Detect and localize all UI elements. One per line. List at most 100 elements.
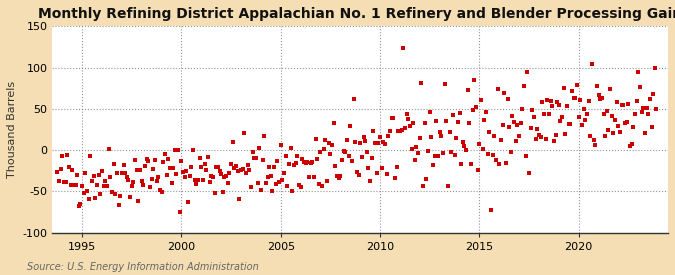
Point: [88, 174, 99, 178]
Point: [514, 133, 524, 138]
Point: [626, 142, 637, 147]
Point: [183, 200, 194, 204]
Point: [150, 158, 161, 162]
Point: [352, 169, 362, 174]
Point: [304, 175, 315, 179]
Point: [367, 156, 377, 160]
Point: [385, 129, 396, 133]
Point: [325, 152, 336, 156]
Point: [550, 132, 561, 137]
Point: [412, 150, 423, 155]
Point: [433, 154, 443, 158]
Point: [597, 96, 608, 101]
Point: [229, 166, 240, 170]
Point: [408, 120, 418, 125]
Point: [340, 150, 351, 154]
Point: [425, 110, 435, 114]
Point: [648, 92, 659, 96]
Point: [55, 167, 66, 172]
Point: [575, 98, 586, 103]
Point: [184, 174, 195, 178]
Point: [388, 116, 399, 120]
Point: [155, 188, 165, 193]
Point: [287, 189, 298, 194]
Point: [198, 178, 209, 182]
Point: [53, 179, 64, 183]
Point: [583, 99, 594, 103]
Point: [275, 143, 286, 147]
Point: [414, 136, 425, 141]
Point: [153, 175, 163, 179]
Point: [532, 126, 543, 131]
Point: [80, 171, 91, 175]
Point: [136, 178, 147, 183]
Point: [298, 160, 309, 165]
Point: [201, 168, 212, 172]
Point: [555, 118, 566, 123]
Point: [633, 70, 644, 74]
Point: [122, 175, 132, 180]
Point: [525, 126, 536, 130]
Point: [264, 165, 275, 169]
Point: [428, 163, 439, 167]
Point: [540, 137, 551, 142]
Point: [57, 154, 68, 158]
Point: [59, 180, 70, 185]
Point: [65, 183, 76, 188]
Point: [484, 130, 495, 134]
Point: [125, 195, 136, 200]
Point: [356, 155, 367, 159]
Point: [474, 142, 485, 146]
Point: [638, 106, 649, 111]
Point: [543, 112, 554, 116]
Point: [284, 162, 294, 166]
Point: [634, 85, 645, 89]
Point: [95, 192, 106, 196]
Point: [517, 107, 528, 111]
Point: [557, 115, 568, 119]
Point: [343, 154, 354, 159]
Point: [386, 116, 397, 120]
Point: [593, 93, 604, 97]
Point: [472, 167, 483, 172]
Point: [419, 120, 430, 125]
Point: [564, 122, 574, 126]
Point: [123, 178, 134, 182]
Point: [628, 125, 639, 130]
Point: [539, 111, 549, 116]
Point: [338, 149, 349, 153]
Point: [595, 97, 605, 101]
Point: [524, 171, 535, 175]
Point: [289, 163, 300, 167]
Point: [186, 165, 197, 169]
Point: [429, 154, 440, 158]
Point: [512, 122, 523, 127]
Point: [612, 99, 622, 104]
Point: [590, 143, 601, 147]
Point: [492, 87, 503, 91]
Point: [403, 116, 414, 121]
Point: [180, 175, 190, 180]
Point: [315, 150, 326, 155]
Point: [272, 159, 283, 163]
Point: [138, 183, 148, 187]
Point: [373, 141, 384, 145]
Point: [310, 136, 321, 141]
Point: [551, 100, 562, 104]
Point: [75, 201, 86, 206]
Point: [494, 162, 505, 166]
Point: [156, 189, 167, 194]
Point: [307, 160, 318, 164]
Point: [446, 150, 457, 155]
Point: [249, 156, 260, 160]
Point: [188, 148, 198, 153]
Point: [410, 158, 421, 163]
Point: [333, 176, 344, 180]
Point: [437, 151, 448, 155]
Point: [443, 184, 454, 189]
Point: [297, 157, 308, 161]
Point: [225, 162, 236, 167]
Point: [206, 174, 217, 178]
Point: [256, 188, 267, 192]
Point: [456, 162, 466, 166]
